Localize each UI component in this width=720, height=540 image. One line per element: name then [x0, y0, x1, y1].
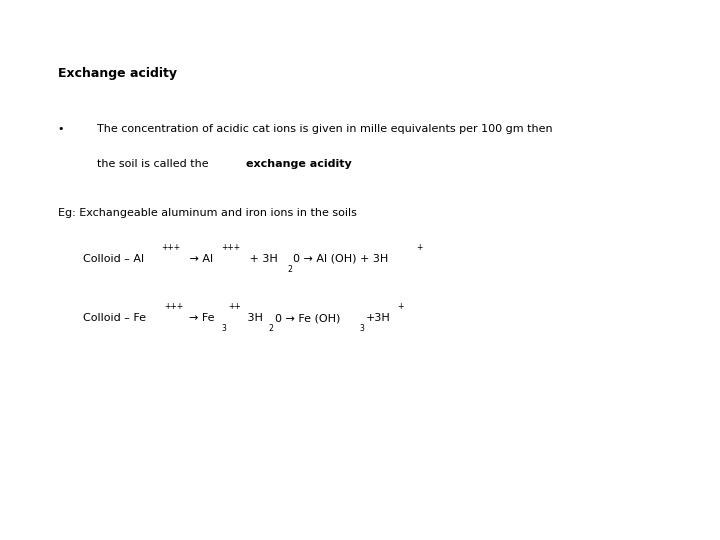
Text: 3: 3	[222, 324, 227, 333]
Text: +++: +++	[162, 243, 181, 252]
Text: Eg: Exchangeable aluminum and iron ions in the soils: Eg: Exchangeable aluminum and iron ions …	[58, 208, 356, 218]
Text: +: +	[397, 302, 404, 312]
Text: the soil is called the: the soil is called the	[97, 159, 212, 170]
Text: Exchange acidity: Exchange acidity	[58, 68, 176, 80]
Text: the soil is called the: the soil is called the	[97, 159, 212, 170]
Text: 2: 2	[269, 324, 274, 333]
Text: +3H: +3H	[366, 313, 390, 323]
Text: 2: 2	[287, 265, 292, 274]
Text: •: •	[58, 124, 64, 134]
Text: exchange acidity: exchange acidity	[246, 159, 351, 170]
Text: + 3H: + 3H	[246, 254, 278, 264]
Text: → Al: → Al	[186, 254, 213, 264]
Text: 3: 3	[359, 324, 364, 333]
Text: +++: +++	[164, 302, 183, 312]
Text: The concentration of acidic cat ions is given in mille equivalents per 100 gm th: The concentration of acidic cat ions is …	[97, 124, 553, 134]
Text: → Fe: → Fe	[189, 313, 215, 323]
Text: +: +	[416, 243, 423, 252]
Text: +++: +++	[221, 243, 240, 252]
Text: 0 → Fe (OH): 0 → Fe (OH)	[275, 313, 341, 323]
Text: 0 → Al (OH) + 3H: 0 → Al (OH) + 3H	[293, 254, 389, 264]
Text: Colloid – Al: Colloid – Al	[83, 254, 144, 264]
Text: Colloid – Fe: Colloid – Fe	[83, 313, 145, 323]
Text: ++: ++	[228, 302, 240, 312]
Text: 3H: 3H	[244, 313, 264, 323]
